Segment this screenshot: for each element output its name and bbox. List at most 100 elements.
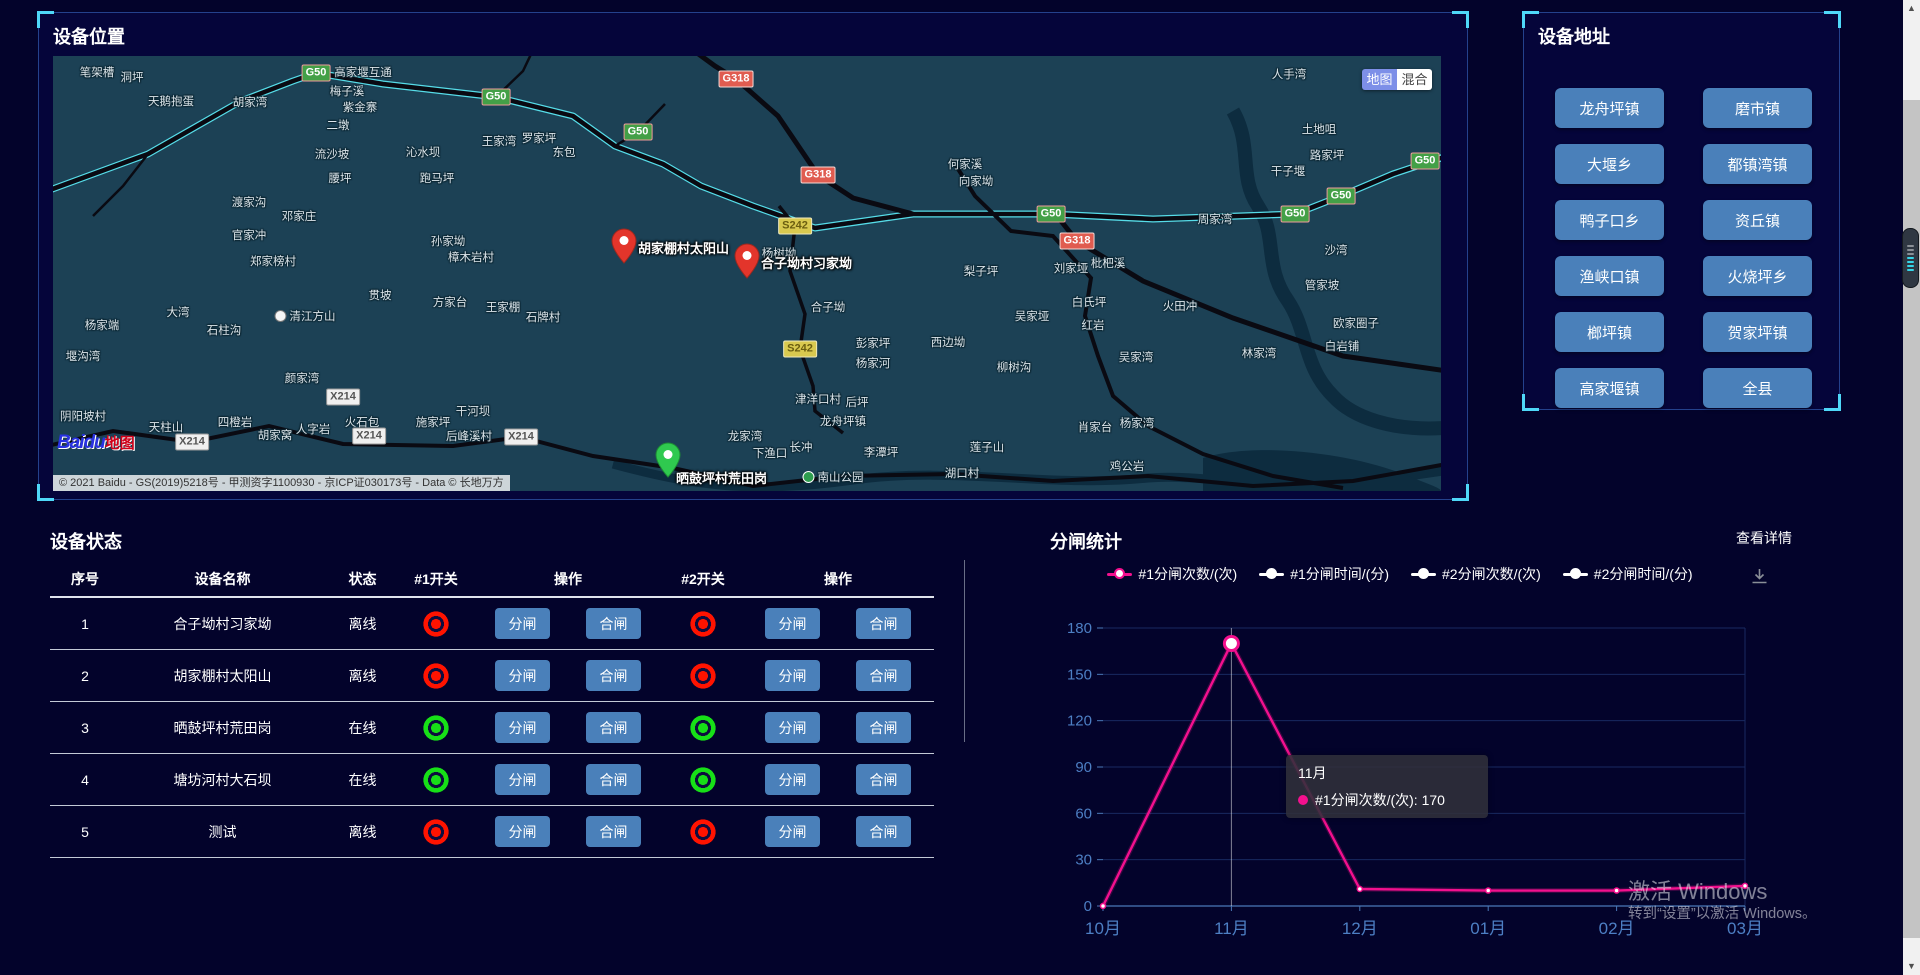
road-badge: G50 [623, 123, 653, 141]
close-switch1-button[interactable]: 合闸 [586, 764, 641, 795]
svg-text:0: 0 [1084, 898, 1092, 915]
map-place-label: 杨家湾 [1119, 418, 1155, 430]
road-badge: G50 [1280, 205, 1310, 223]
map-place-label: 人手湾 [1271, 69, 1307, 81]
corner-decoration [1522, 11, 1539, 28]
map-attribution: © 2021 Baidu - GS(2019)5218号 - 甲测资字11009… [53, 475, 510, 491]
town-filter-button[interactable]: 渔峡口镇 [1555, 256, 1664, 296]
address-button-grid: 龙舟坪镇 磨市镇 大堰乡 都镇湾镇 鸭子口乡 资丘镇 渔峡口镇 火烧坪乡 榔坪镇… [1555, 88, 1812, 408]
col-header-op1: 操作 [554, 571, 582, 587]
map-marker-label: 合子坳村习家坳 [761, 256, 853, 271]
town-filter-button[interactable]: 贺家坪镇 [1703, 312, 1812, 352]
close-switch2-button[interactable]: 合闸 [856, 608, 911, 639]
switch1-indicator [423, 714, 449, 741]
town-filter-button[interactable]: 鸭子口乡 [1555, 200, 1664, 240]
map-place-label: 堰沟湾 [65, 351, 101, 363]
open-switch2-button[interactable]: 分闸 [765, 712, 820, 743]
scrollbar-down-button[interactable]: ▼ [1903, 958, 1920, 975]
hybrid-mode-button[interactable]: 混合 [1397, 69, 1432, 90]
open-switch1-button[interactable]: 分闸 [495, 660, 550, 691]
chart-tooltip: 11月 #1分闸次数/(次): 170 [1286, 755, 1488, 818]
town-filter-button[interactable]: 磨市镇 [1703, 88, 1812, 128]
road-badge: G50 [1036, 205, 1066, 223]
open-switch2-button[interactable]: 分闸 [765, 660, 820, 691]
close-switch1-button[interactable]: 合闸 [586, 660, 641, 691]
map-place-label: 胡家湾 [232, 97, 268, 109]
town-filter-button[interactable]: 资丘镇 [1703, 200, 1812, 240]
legend-marker-icon [1107, 568, 1133, 579]
map-place-label: 后坪 [845, 397, 869, 409]
legend-item[interactable]: #2分闸时间/(分) [1562, 564, 1693, 584]
cell-index: 2 [81, 667, 89, 684]
map-place-label: 彭家坪 [855, 338, 891, 350]
corner-decoration [37, 11, 54, 28]
town-filter-button[interactable]: 龙舟坪镇 [1555, 88, 1664, 128]
close-switch2-button[interactable]: 合闸 [856, 712, 911, 743]
tooltip-series-dot [1298, 795, 1308, 805]
town-filter-button[interactable]: 火烧坪乡 [1703, 256, 1812, 296]
map-place-label: 管家坡 [1304, 280, 1340, 292]
close-switch2-button[interactable]: 合闸 [856, 660, 911, 691]
legend-item[interactable]: #1分闸时间/(分) [1259, 564, 1389, 584]
view-details-link[interactable]: 查看详情 [1736, 530, 1792, 546]
map-place-label: 紫金寨 [342, 102, 378, 114]
close-switch2-button[interactable]: 合闸 [856, 764, 911, 795]
cell-device-name: 合子坳村习家坳 [173, 615, 272, 632]
map-place-label: 腰坪 [328, 173, 352, 185]
cell-status: 在线 [348, 771, 377, 788]
download-icon[interactable] [1751, 568, 1768, 585]
col-header-switch1: #1开关 [414, 571, 458, 587]
col-header-switch2: #2开关 [681, 571, 725, 587]
map-place-label: 施家坪 [415, 417, 451, 429]
close-switch1-button[interactable]: 合闸 [586, 608, 641, 639]
map-place-label: 沁水坝 [405, 147, 441, 159]
line-chart[interactable]: 0 30 60 90 120 150 180 10月 11月 12月 01月 02月 03月 [1040, 598, 1800, 948]
map-place-label: 东包 [552, 147, 576, 159]
road-badge: G50 [301, 64, 331, 82]
cell-device-name: 晒鼓坪村荒田岗 [173, 719, 272, 736]
open-switch2-button[interactable]: 分闸 [765, 816, 820, 847]
map-mode-button[interactable]: 地图 [1362, 69, 1397, 90]
map-place-label: 路家坪 [1309, 150, 1345, 162]
open-switch2-button[interactable]: 分闸 [765, 608, 820, 639]
town-filter-button[interactable]: 榔坪镇 [1555, 312, 1664, 352]
section-title-trip-stats: 分闸统计 [1050, 532, 1122, 552]
map-place-label: 红岩 [1081, 320, 1105, 332]
baidu-map[interactable]: 笔架槽 洞坪 天鹅抱蛋 胡家湾 高家堰互通 梅子溪 紫金寨 二墩 流沙坡 沁水坝… [53, 56, 1441, 491]
legend-item[interactable]: #1分闸次数/(次) [1107, 564, 1237, 584]
scrollbar-up-button[interactable]: ▲ [1903, 0, 1920, 17]
windows-activation-watermark: 激活 Windows [1628, 879, 1768, 904]
legend-label: #2分闸次数/(次) [1442, 566, 1541, 582]
legend-marker-icon [1562, 568, 1588, 579]
open-switch1-button[interactable]: 分闸 [495, 712, 550, 743]
corner-decoration [1824, 11, 1841, 28]
svg-text:180: 180 [1067, 620, 1092, 637]
table-row: 5 测试 离线 分闸 合闸 分闸 合闸 [50, 806, 934, 858]
open-switch1-button[interactable]: 分闸 [495, 816, 550, 847]
open-switch2-button[interactable]: 分闸 [765, 764, 820, 795]
close-switch2-button[interactable]: 合闸 [856, 816, 911, 847]
town-filter-button[interactable]: 全县 [1703, 368, 1812, 408]
map-place-label: 沙湾 [1324, 245, 1348, 257]
map-place-label: 阴阳坡村 [60, 411, 106, 423]
cell-device-name: 测试 [208, 823, 237, 840]
town-filter-button[interactable]: 高家堰镇 [1555, 368, 1664, 408]
town-filter-button[interactable]: 都镇湾镇 [1703, 144, 1812, 184]
road-badge: G50 [1326, 187, 1356, 205]
map-place-label: 杨树坳 [761, 248, 797, 260]
road-badge: G50 [1410, 152, 1440, 170]
town-filter-button[interactable]: 大堰乡 [1555, 144, 1664, 184]
legend-item[interactable]: #2分闸次数/(次) [1411, 564, 1541, 584]
map-place-label: 罗家坪 [521, 133, 557, 145]
map-place-label: 林家湾 [1241, 348, 1277, 360]
map-pin-icon [734, 243, 760, 279]
close-switch1-button[interactable]: 合闸 [586, 712, 641, 743]
map-place-label: 莲子山 [969, 442, 1005, 454]
road-badge: X214 [352, 427, 386, 445]
open-switch1-button[interactable]: 分闸 [495, 764, 550, 795]
cell-index: 1 [81, 615, 89, 632]
scrollbar-thumb[interactable] [1903, 100, 1920, 938]
open-switch1-button[interactable]: 分闸 [495, 608, 550, 639]
close-switch1-button[interactable]: 合闸 [586, 816, 641, 847]
map-place-label: 天柱山 [148, 422, 184, 434]
